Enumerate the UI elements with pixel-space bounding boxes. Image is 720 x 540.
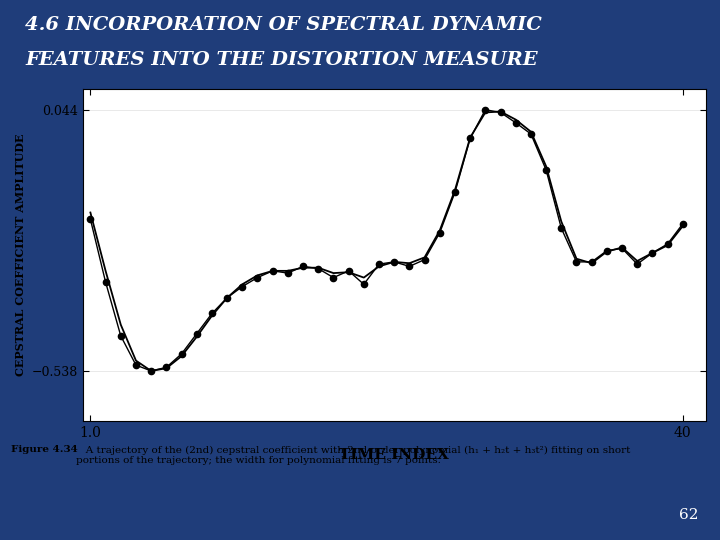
Y-axis label: CEPSTRAL COEFFICIENT AMPLITUDE: CEPSTRAL COEFFICIENT AMPLITUDE — [15, 134, 26, 376]
Text: A trajectory of the (2nd) cepstral coefficient with 2nd-order polynomial (h₁ + h: A trajectory of the (2nd) cepstral coeff… — [76, 446, 630, 465]
Text: 4.6 INCORPORATION OF SPECTRAL DYNAMIC: 4.6 INCORPORATION OF SPECTRAL DYNAMIC — [25, 16, 542, 34]
Text: FEATURES INTO THE DISTORTION MEASURE: FEATURES INTO THE DISTORTION MEASURE — [25, 51, 538, 69]
Text: Figure 4.34: Figure 4.34 — [11, 446, 78, 455]
Text: 62: 62 — [679, 508, 698, 522]
X-axis label: TIME INDEX: TIME INDEX — [339, 448, 449, 462]
